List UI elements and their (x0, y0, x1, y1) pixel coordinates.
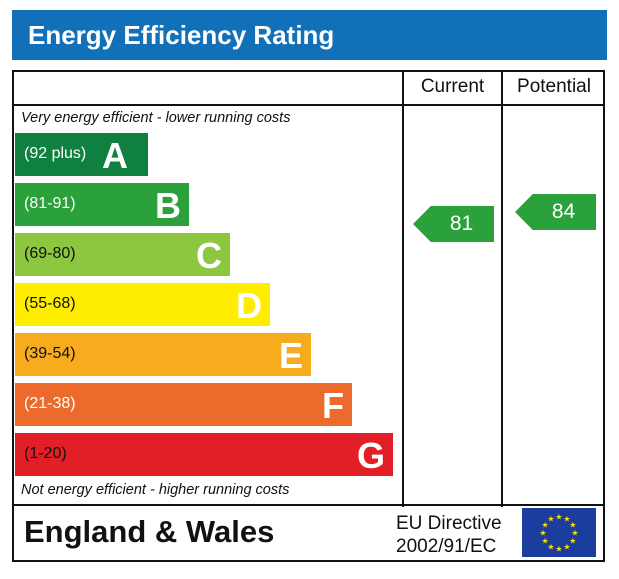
band-range: (39-54) (24, 345, 76, 362)
eu-flag-icon: ★ ★ ★ ★ ★ ★ ★ ★ ★ ★ ★ ★ (522, 508, 596, 557)
band-letter: C (196, 235, 222, 276)
star-icon: ★ (542, 537, 549, 546)
star-icon: ★ (555, 513, 562, 522)
band-letter: B (155, 185, 181, 226)
directive-line2: 2002/91/EC (396, 536, 497, 557)
band-range: (92 plus) (24, 145, 87, 162)
top-note: Very energy efficient - lower running co… (21, 110, 291, 126)
star-icon: ★ (555, 545, 562, 554)
band-range: (81-91) (24, 195, 76, 212)
band-letter: E (278, 335, 303, 376)
current-rating-value: 81 (449, 212, 474, 235)
footer-divider (12, 504, 605, 506)
band-range: (69-80) (24, 245, 76, 262)
column-divider (402, 70, 404, 507)
band-letter: A (102, 135, 128, 176)
star-icon: ★ (542, 521, 549, 530)
band-bar-g: (1-20) G (15, 433, 393, 476)
potential-header: Potential (517, 76, 591, 97)
star-icon: ★ (547, 542, 554, 551)
star-icon: ★ (563, 515, 570, 524)
star-icon: ★ (563, 542, 570, 551)
star-icon: ★ (539, 529, 546, 538)
star-icon: ★ (569, 537, 576, 546)
band-bar-a: (92 plus) A (15, 133, 148, 176)
band-range: (55-68) (24, 295, 76, 312)
region-label: England & Wales (24, 514, 275, 549)
header-divider (12, 104, 605, 106)
current-rating-arrow: 81 (413, 206, 494, 242)
potential-rating-value: 84 (551, 200, 576, 223)
band-range: (1-20) (24, 445, 67, 462)
band-bar-e: (39-54) E (15, 333, 311, 376)
band-range: (21-38) (24, 395, 76, 412)
star-icon: ★ (571, 529, 578, 538)
star-icon: ★ (569, 521, 576, 530)
rating-table (12, 70, 605, 562)
current-header: Current (420, 76, 485, 97)
eu-directive: EU Directive 2002/91/EC (396, 512, 502, 558)
band-letter: G (356, 435, 385, 476)
bottom-note: Not energy efficient - higher running co… (21, 482, 290, 498)
band-bar-f: (21-38) F (15, 383, 352, 426)
chart-title: Energy Efficiency Rating (12, 10, 607, 60)
directive-line1: EU Directive (396, 513, 502, 534)
band-bar-c: (69-80) C (15, 233, 230, 276)
column-divider (501, 70, 503, 507)
band-letter: D (236, 285, 262, 326)
band-letter: F (322, 385, 344, 426)
band-bar-d: (55-68) D (15, 283, 270, 326)
potential-rating-arrow: 84 (515, 194, 596, 230)
star-icon: ★ (547, 515, 554, 524)
band-bar-b: (81-91) B (15, 183, 189, 226)
